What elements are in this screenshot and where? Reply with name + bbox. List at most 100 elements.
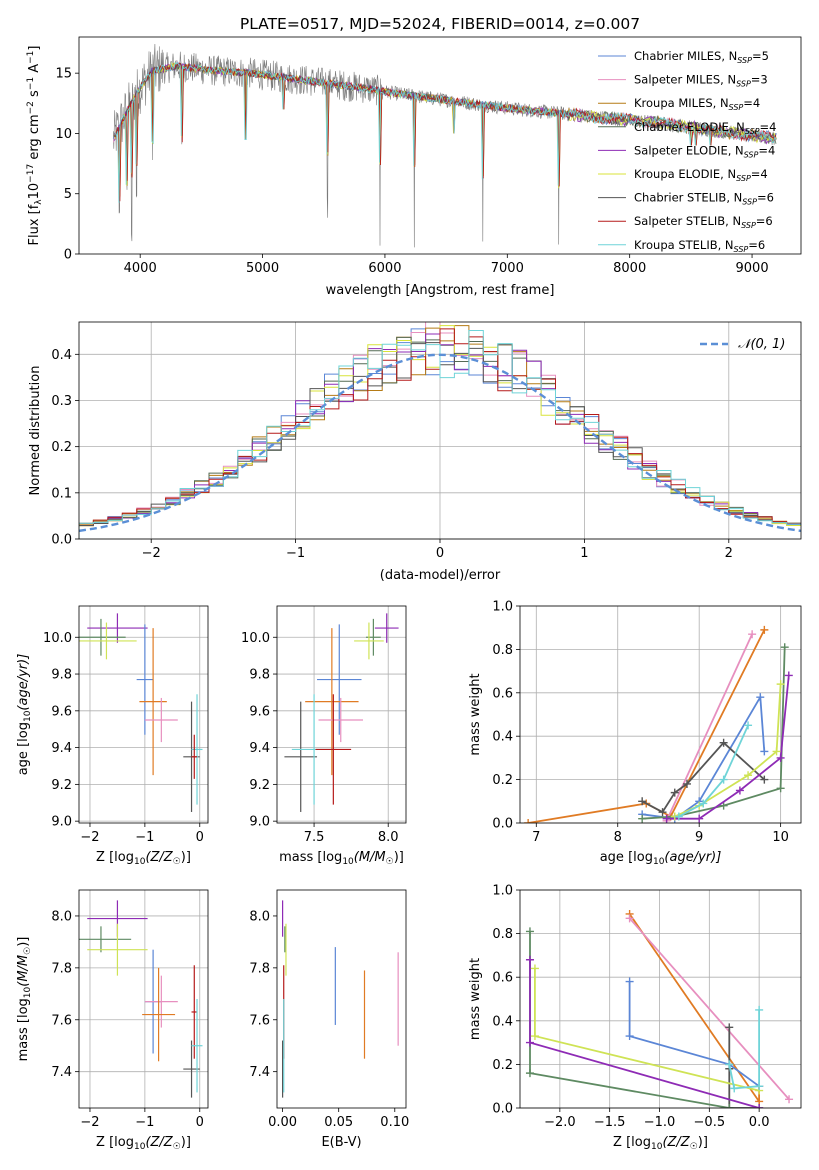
x-tick-label: 0.0 — [749, 1115, 770, 1130]
x-tick-label: 8 — [614, 830, 622, 845]
y-tick-label: 0.2 — [492, 1058, 513, 1073]
weight-marker — [784, 671, 793, 680]
y-tick-label: 0.6 — [492, 971, 513, 986]
y-tick-label: 1.0 — [492, 884, 513, 899]
y-axis-label: Normed distribution — [28, 366, 43, 496]
y-tick-label: 0.4 — [492, 730, 513, 745]
x-tick-label: −1.5 — [594, 1115, 626, 1130]
x-axis-label: Z [log10(Z/Z☉)] — [96, 1135, 191, 1152]
y-tick-label: 0.0 — [51, 533, 72, 548]
weight-marker — [730, 1084, 739, 1093]
x-tick-label: −2 — [142, 546, 161, 561]
weight-marker — [756, 693, 765, 702]
axes-frame — [276, 889, 407, 1109]
weight-marker — [744, 771, 753, 780]
weight-marker — [725, 1060, 734, 1069]
weight-line-6 — [534, 968, 760, 1092]
x-tick-label: 0 — [196, 1115, 204, 1130]
x-axis-label: (data-model)/error — [380, 568, 501, 583]
weight-marker — [719, 738, 728, 747]
weight-marker — [735, 786, 744, 795]
weight-marker — [682, 779, 691, 788]
weight-vs-metallicity-panel: −2.0 −1.5 −1.0 −0.5 0.0 0.0 0.2 0.4 0.6 0.8 1.0 Z [… — [468, 884, 802, 1152]
y-tick-label: 0.8 — [492, 643, 513, 658]
weight-lines — [525, 909, 794, 1108]
x-tick-label: −2 — [80, 830, 99, 845]
x-tick-label: −2.0 — [544, 1115, 576, 1130]
y-tick-label: 0.8 — [492, 927, 513, 942]
y-tick-label: 5 — [64, 187, 72, 202]
age-vs-mass-panel: 7.5 8.0 9.0 9.2 9.4 9.6 9.8 10.0 mass [log10(M/M… — [241, 605, 407, 867]
weight-marker — [760, 747, 769, 756]
weight-line-3 — [728, 1027, 760, 1108]
weight-marker — [625, 1032, 634, 1041]
x-tick-label: −1 — [286, 546, 305, 561]
weight-marker — [662, 814, 671, 823]
histogram-7 — [79, 328, 801, 539]
weight-marker — [780, 643, 789, 652]
y-axis-label: age [log10(age/yr)] — [16, 654, 33, 776]
model-line-8 — [114, 61, 777, 203]
residuals-histogram-panel: −2 −1 0 1 2 0.0 0.1 0.2 0.3 0.4 (data-model)/error… — [28, 321, 802, 583]
weight-marker — [638, 814, 647, 823]
errorbar-marks — [79, 900, 203, 1098]
weight-marker — [755, 1104, 764, 1108]
x-axis-label: wavelength [Angstrom, rest frame] — [326, 283, 555, 298]
legend-entry: Chabrier MILES, NSSP=5 — [634, 49, 769, 65]
x-tick-label: 4000 — [124, 261, 157, 276]
errorbar-marks — [79, 613, 203, 812]
x-tick-label: −2 — [80, 1115, 99, 1130]
weight-marker — [776, 680, 785, 689]
y-tick-label: 0.2 — [51, 440, 72, 455]
y-tick-label: 0.4 — [51, 348, 72, 363]
y-tick-label: 8.0 — [51, 909, 72, 924]
axes-frame — [78, 321, 802, 540]
weight-marker — [725, 1104, 734, 1108]
spectrum-lines — [112, 43, 777, 248]
axes-frame — [78, 605, 209, 824]
y-tick-label: 9.8 — [51, 668, 72, 683]
legend-entry: Kroupa MILES, NSSP=4 — [634, 96, 760, 112]
x-tick-label: 6000 — [368, 261, 401, 276]
weight-marker — [525, 955, 534, 964]
y-tick-label: 7.6 — [249, 1013, 270, 1028]
legend-entry: Salpeter MILES, NSSP=3 — [634, 73, 768, 89]
x-tick-label: 0.05 — [324, 1115, 353, 1130]
x-tick-label: −0.5 — [694, 1115, 726, 1130]
x-axis-label: mass [log10(M/M☉)] — [279, 850, 404, 867]
x-axis-label: E(B-V) — [321, 1135, 361, 1150]
axes-frame — [276, 605, 407, 824]
y-tick-label: 9.6 — [51, 704, 72, 719]
x-axis-label: age [log10(age/yr)] — [600, 850, 722, 867]
histogram-lines — [79, 322, 801, 539]
weight-marker — [755, 1082, 764, 1091]
weight-marker — [699, 799, 708, 808]
y-tick-label: 0 — [64, 248, 72, 263]
legend-entry: Kroupa STELIB, NSSP=6 — [634, 238, 765, 254]
y-tick-label: 0.0 — [492, 1102, 513, 1117]
weight-marker — [695, 814, 704, 823]
y-tick-label: 7.8 — [249, 961, 270, 976]
weight-line-7 — [728, 1009, 760, 1090]
y-tick-label: 0.2 — [492, 773, 513, 788]
x-tick-label: 0.00 — [268, 1115, 297, 1130]
gaussian-curve — [79, 353, 801, 533]
weight-marker — [530, 1032, 539, 1041]
axes-frame — [519, 605, 802, 824]
weight-line-2 — [628, 981, 760, 1087]
y-axis-label: mass weight — [468, 958, 483, 1040]
y-tick-label: 9.0 — [249, 815, 270, 830]
x-tick-label: 0 — [196, 830, 204, 845]
legend-entry: Chabrier STELIB, NSSP=6 — [634, 191, 774, 207]
weight-marker — [524, 819, 533, 823]
y-tick-label: 10 — [55, 127, 72, 142]
weight-marker — [776, 753, 785, 762]
y-tick-label: 9.2 — [249, 778, 270, 793]
x-tick-label: −1 — [135, 830, 154, 845]
y-tick-label: 9.8 — [249, 668, 270, 683]
y-axis-label: mass [log10(M/M☉)] — [16, 937, 33, 1062]
y-tick-label: 7.4 — [51, 1065, 72, 1080]
x-axis-label: Z [log10(Z/Z☉)] — [96, 850, 191, 867]
axes-frame — [519, 889, 802, 1109]
weight-marker — [625, 914, 634, 923]
